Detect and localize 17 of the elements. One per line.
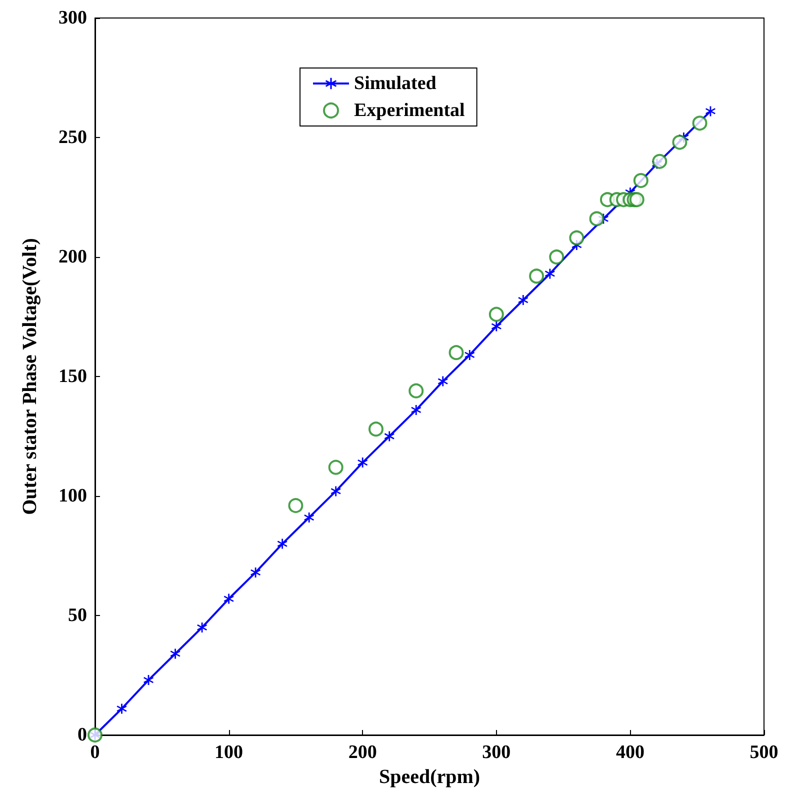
y-tick-label: 300 xyxy=(58,8,87,28)
x-tick-label: 0 xyxy=(90,742,100,763)
x-tick-label: 200 xyxy=(348,742,377,763)
x-tick-label: 400 xyxy=(616,742,644,763)
y-tick-label: 100 xyxy=(58,486,87,506)
x-axis-title: Speed(rpm) xyxy=(378,766,480,788)
x-tick-label: 100 xyxy=(214,742,244,763)
y-tick-label: 150 xyxy=(58,366,87,387)
y-axis-title: Outer stator Phase Voltage(Volt) xyxy=(19,238,41,515)
x-tick-label: 300 xyxy=(482,742,511,763)
y-tick-label: 50 xyxy=(68,605,87,626)
legend-label: Experimental xyxy=(354,100,465,121)
y-tick-label: 250 xyxy=(58,127,87,148)
x-tick-label: 500 xyxy=(750,742,778,763)
y-tick-label: 200 xyxy=(58,246,87,268)
legend-label: Simulated xyxy=(354,73,437,94)
y-tick-label: 0 xyxy=(78,724,87,746)
